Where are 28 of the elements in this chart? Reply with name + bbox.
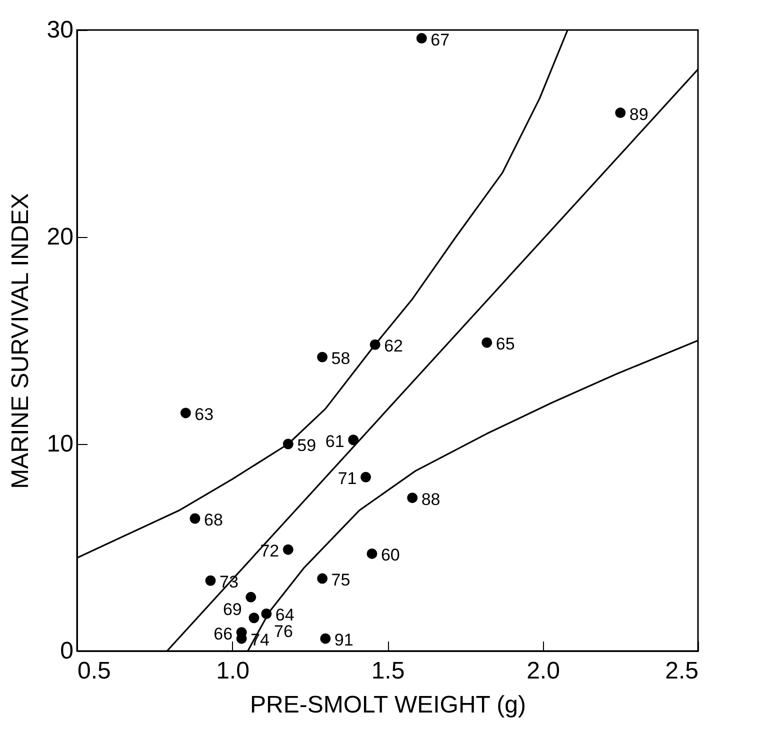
- y-tick-label: 30: [46, 16, 74, 44]
- x-tick-label: 1.5: [371, 658, 405, 684]
- annotation: 68: [204, 510, 223, 530]
- annotation: 75: [331, 570, 350, 590]
- annotation: 67: [430, 30, 450, 50]
- x-tick-label: 0.5: [78, 658, 111, 684]
- x-tick-label: 2.0: [526, 658, 560, 684]
- annotation: 72: [260, 542, 280, 561]
- annotation: 66: [214, 624, 233, 644]
- annotation: 61: [325, 432, 344, 451]
- y-axis-title: MARINE SURVIVAL INDEX: [6, 193, 34, 489]
- annotation: 71: [338, 469, 357, 488]
- annotation: 69: [222, 600, 242, 620]
- annotation: 58: [331, 349, 350, 368]
- x-axis-title: PRE-SMOLT WEIGHT (g): [250, 692, 526, 718]
- annotation: 65: [496, 334, 515, 354]
- annotation: 60: [380, 546, 400, 565]
- y-tick-label: 20: [46, 224, 74, 250]
- annotation: 59: [297, 436, 316, 455]
- x-tick-label: 1.0: [216, 658, 250, 684]
- y-tick-label: 0: [60, 638, 74, 664]
- x-tick-label: 2.5: [665, 658, 698, 684]
- annotation: 63: [194, 404, 214, 424]
- annotation: 89: [629, 104, 648, 124]
- annotation: 91: [334, 630, 354, 650]
- y-tick-label: 10: [46, 430, 74, 458]
- annotation: 62: [384, 336, 403, 356]
- annotation: 88: [421, 490, 440, 509]
